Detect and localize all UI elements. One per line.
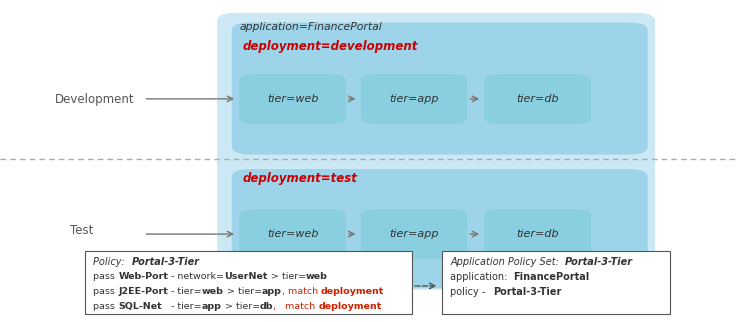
Text: tier=web: tier=web (267, 229, 318, 239)
Text: > tier=: > tier= (222, 302, 260, 311)
Text: , match: , match (282, 287, 321, 296)
Text: deployment: deployment (319, 302, 382, 311)
FancyBboxPatch shape (361, 74, 467, 124)
Text: - tier=: - tier= (162, 302, 202, 311)
Text: db: db (260, 302, 273, 311)
Text: UserNet: UserNet (224, 272, 268, 281)
Text: Development: Development (55, 93, 135, 106)
Text: SQL-Net: SQL-Net (118, 302, 162, 311)
Text: pass: pass (93, 302, 118, 311)
Text: deployment=test: deployment=test (243, 172, 358, 185)
FancyBboxPatch shape (217, 13, 655, 290)
Text: > tier=: > tier= (268, 272, 306, 281)
Text: pass: pass (93, 287, 118, 296)
Text: web: web (306, 272, 328, 281)
Text: - tier=: - tier= (169, 287, 202, 296)
Text: policy -: policy - (450, 287, 489, 297)
FancyBboxPatch shape (239, 209, 346, 259)
Text: application:: application: (450, 272, 511, 282)
Text: > tier=: > tier= (224, 287, 262, 296)
Text: application=FinancePortal: application=FinancePortal (239, 22, 382, 33)
Text: Portal-3-Tier: Portal-3-Tier (493, 287, 562, 297)
Text: Web-Port: Web-Port (118, 272, 169, 281)
Text: Test: Test (70, 224, 93, 237)
Text: web: web (202, 287, 224, 296)
Text: deployment=development: deployment=development (243, 40, 418, 53)
FancyBboxPatch shape (484, 74, 591, 124)
FancyBboxPatch shape (239, 74, 346, 124)
Text: tier=app: tier=app (389, 94, 439, 104)
Text: deployment: deployment (321, 287, 384, 296)
Text: app: app (202, 302, 222, 311)
Text: - network=: - network= (169, 272, 224, 281)
Text: tier=app: tier=app (389, 229, 439, 239)
Text: J2EE-Port: J2EE-Port (118, 287, 169, 296)
FancyBboxPatch shape (232, 23, 648, 155)
Text: Portal-3-Tier: Portal-3-Tier (565, 257, 632, 267)
FancyBboxPatch shape (361, 209, 467, 259)
Text: Portal-3-Tier: Portal-3-Tier (132, 257, 199, 267)
FancyBboxPatch shape (484, 209, 591, 259)
Text: tier=web: tier=web (267, 94, 318, 104)
Text: FinancePortal: FinancePortal (513, 272, 590, 282)
Text: pass: pass (93, 272, 118, 281)
FancyBboxPatch shape (232, 169, 648, 288)
Text: tier=db: tier=db (517, 229, 559, 239)
FancyBboxPatch shape (85, 251, 412, 314)
Text: tier=db: tier=db (517, 94, 559, 104)
Text: Policy:: Policy: (93, 257, 128, 267)
Text: app: app (262, 287, 282, 296)
Text: ,   match: , match (273, 302, 319, 311)
FancyBboxPatch shape (442, 251, 670, 314)
Text: Application Policy Set:: Application Policy Set: (450, 257, 562, 267)
